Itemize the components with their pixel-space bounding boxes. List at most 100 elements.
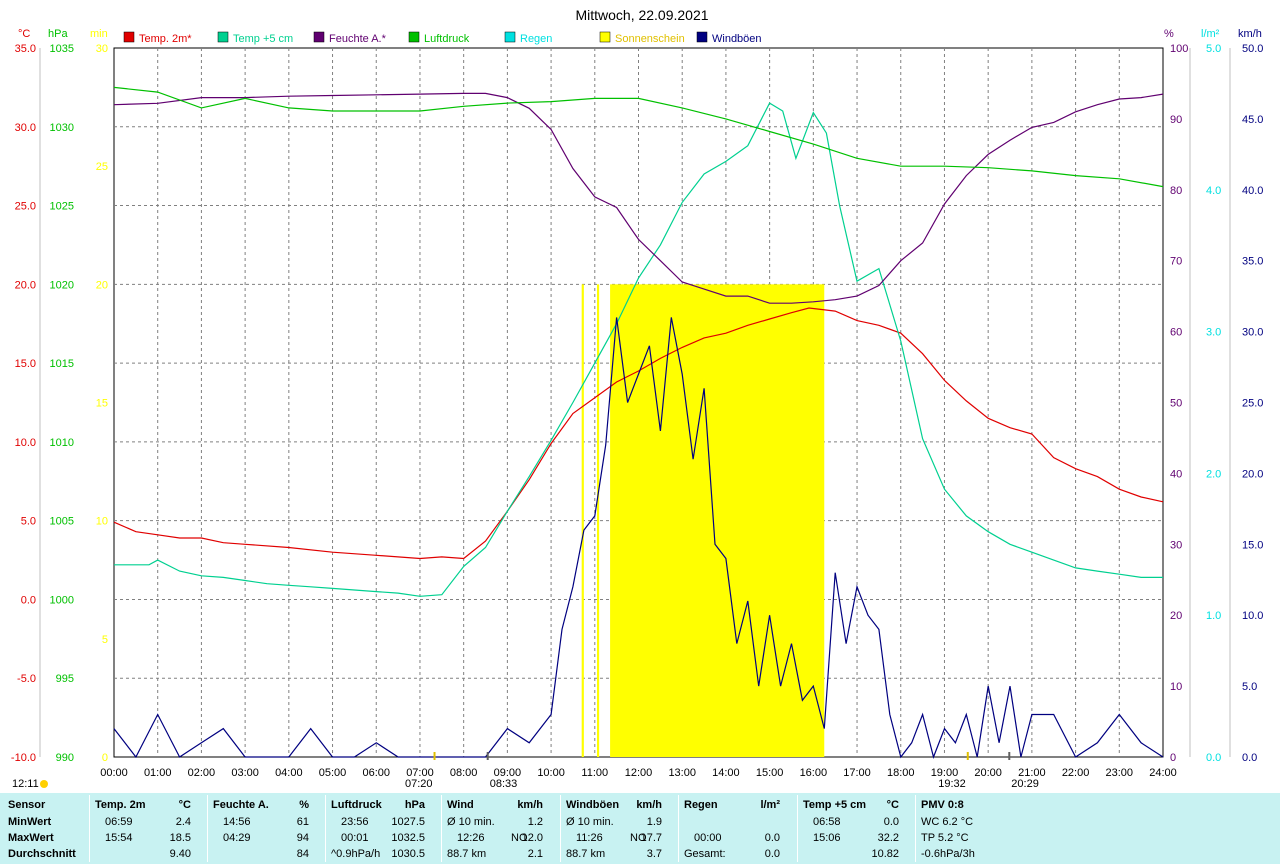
sunshine-bar <box>581 284 584 757</box>
wind-tick: 20.0 <box>1242 468 1263 480</box>
sun-tick: 15 <box>96 398 108 410</box>
first-sun-time: 08:33 <box>490 778 518 790</box>
wind-unit: km/h <box>1238 28 1262 40</box>
wind-tick: 30.0 <box>1242 327 1263 339</box>
wind-tick: 45.0 <box>1242 114 1263 126</box>
table-separator <box>797 795 798 862</box>
table-header: PMV 0:8 <box>921 799 964 811</box>
table-header-unit: % <box>299 799 309 811</box>
table-cell-time: 06:59 <box>105 816 133 828</box>
table-cell-value: 0.0 <box>764 848 780 860</box>
sunshine-bars <box>581 284 825 757</box>
table-header: Wind <box>447 799 474 811</box>
legend-label: Feuchte A.* <box>329 33 387 45</box>
sunshine-bar <box>596 284 600 757</box>
table-cell-time: 14:56 <box>223 816 251 828</box>
table-cell-dir: NO <box>511 832 528 844</box>
series-lines <box>113 86 1164 759</box>
x-tick: 15:00 <box>756 767 784 779</box>
x-tick: 11:00 <box>581 767 608 779</box>
wind-tick: 40.0 <box>1242 185 1263 197</box>
temp-tick: 30.0 <box>15 122 36 134</box>
table-row-label: MaxWert <box>8 832 54 844</box>
rain-tick: 2.0 <box>1206 468 1221 480</box>
table-header: Temp. 2m <box>95 799 146 811</box>
legend-swatch <box>313 31 325 43</box>
table-cell-time: 00:01 <box>341 832 369 844</box>
weather-chart: Temp. 2m* Temp +5 cm Feuchte A.* Luftdruck R… <box>11 7 1264 790</box>
table-header-unit: km/h <box>517 799 543 811</box>
legend-label: Regen <box>520 33 552 45</box>
x-tick: 12:00 <box>625 767 653 779</box>
legend-swatch <box>599 31 611 43</box>
table-cell-value: 32.2 <box>877 832 899 844</box>
sun-unit: min <box>90 28 108 40</box>
sun-tick: 20 <box>96 279 108 291</box>
pressure-tick: 1015 <box>50 358 74 370</box>
table-cell-value: 94 <box>296 832 309 844</box>
table-cell-value: 2.1 <box>527 848 543 860</box>
x-tick: 14:00 <box>712 767 740 779</box>
rain-tick: 3.0 <box>1206 327 1221 339</box>
table-cell-value: 10.82 <box>871 848 899 860</box>
x-tick: 24:00 <box>1149 767 1177 779</box>
table-cell-time: 23:56 <box>341 816 369 828</box>
x-tick: 23:00 <box>1106 767 1134 779</box>
sunrise-time: 07:20 <box>405 778 433 790</box>
rain-tick: 4.0 <box>1206 185 1221 197</box>
table-cell-time: Ø 10 min. <box>566 816 614 828</box>
x-tick: 05:00 <box>319 767 347 779</box>
table-cell-time: 04:29 <box>223 832 251 844</box>
pressure-tick: 1020 <box>50 279 74 291</box>
temp-tick: -5.0 <box>17 673 36 685</box>
table-row-label: Durchschnitt <box>8 848 76 860</box>
temp-tick: -10.0 <box>11 752 36 764</box>
sunshine-bar <box>610 284 825 757</box>
legend-swatch <box>408 31 420 43</box>
sun-tick: 5 <box>102 634 108 646</box>
humidity-tick: 70 <box>1170 256 1182 268</box>
table-separator <box>560 795 561 862</box>
temp-tick: 15.0 <box>15 358 36 370</box>
humidity-tick: 0 <box>1170 752 1176 764</box>
rain-unit: l/m² <box>1201 28 1220 40</box>
legend-label: Temp. 2m* <box>139 33 192 45</box>
sun-tick: 25 <box>96 161 108 173</box>
table-cell-time: 12:26 <box>457 832 485 844</box>
table-header: Feuchte A. <box>213 799 269 811</box>
table-cell-time: ^0.9hPa/h <box>331 848 381 860</box>
temp-tick: 25.0 <box>15 201 36 213</box>
wind-tick: 5.0 <box>1242 681 1257 693</box>
wind-tick: 25.0 <box>1242 398 1263 410</box>
table-header-unit: °C <box>886 799 899 811</box>
table-header: Windböen <box>566 799 620 811</box>
table-separator <box>325 795 326 862</box>
table-cell-value: 1.9 <box>646 816 662 828</box>
x-tick: 18:00 <box>887 767 915 779</box>
stats-table <box>0 793 1280 864</box>
legend-swatch <box>123 31 135 43</box>
legend-swatch <box>696 31 708 43</box>
table-cell-time: WC 6.2 °C <box>921 816 974 828</box>
legend-swatch <box>217 31 229 43</box>
wind-tick: 15.0 <box>1242 539 1263 551</box>
chart-legend: Temp. 2m* Temp +5 cm Feuchte A.* Luftdruck R… <box>123 31 762 45</box>
table-cell-value: 12.0 <box>521 832 543 844</box>
legend-swatch <box>504 31 516 43</box>
table-cell-value: 0.0 <box>883 816 899 828</box>
table-cell-time: TP 5.2 °C <box>921 832 969 844</box>
pressure-tick: 1035 <box>50 43 74 55</box>
x-tick: 03:00 <box>231 767 259 779</box>
pressure-tick: 1025 <box>50 201 74 213</box>
table-cell-value: 1.2 <box>527 816 543 828</box>
table-separator <box>915 795 916 862</box>
humidity-tick: 20 <box>1170 610 1182 622</box>
x-tick: 10:00 <box>537 767 565 779</box>
table-cell-value: 9.40 <box>169 848 191 860</box>
humidity-tick: 80 <box>1170 185 1182 197</box>
humidity-tick: 90 <box>1170 114 1182 126</box>
last-sun-time: 20:29 <box>1011 778 1039 790</box>
table-separator <box>89 795 90 862</box>
pressure-tick: 995 <box>56 673 74 685</box>
x-tick: 02:00 <box>188 767 216 779</box>
